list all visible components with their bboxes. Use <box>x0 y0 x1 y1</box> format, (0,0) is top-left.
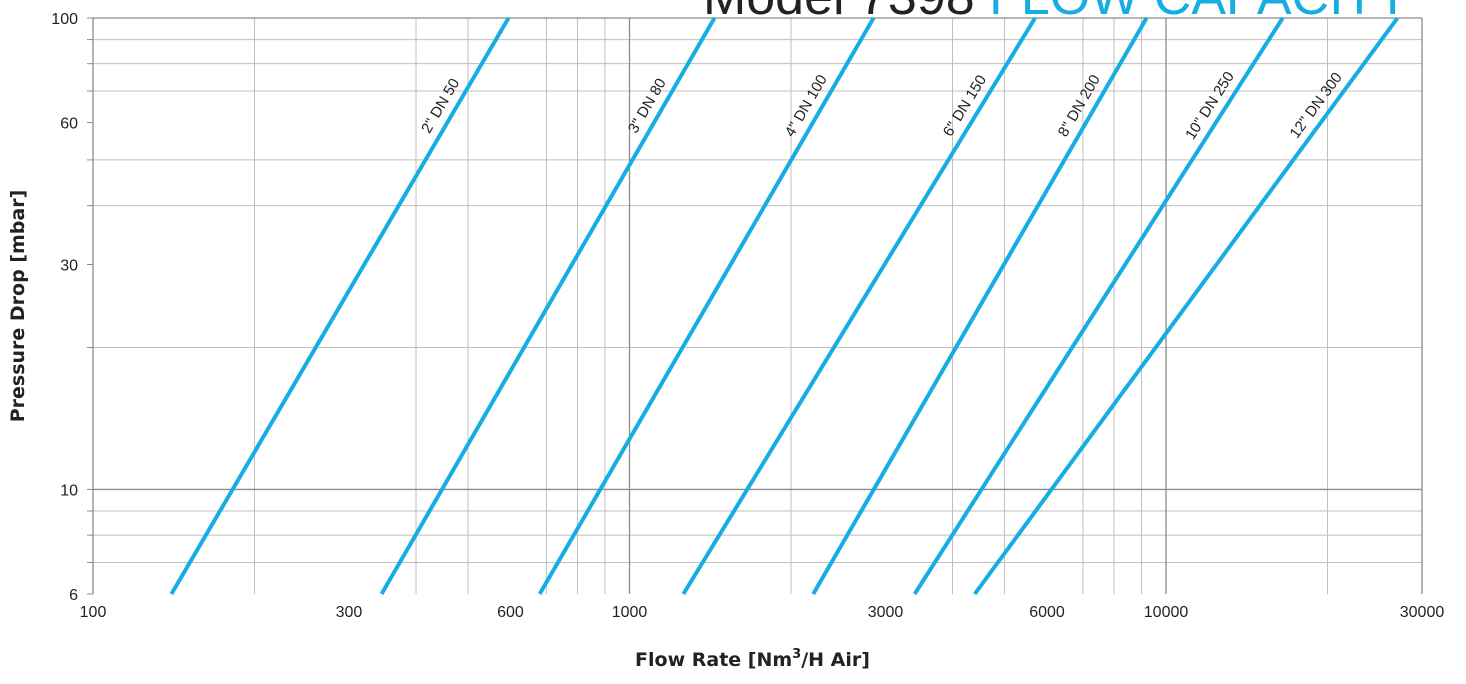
y-tick-label: 30 <box>60 257 78 274</box>
series-line-6 <box>912 16 1285 596</box>
series-line-3 <box>537 16 876 596</box>
title-model: Model 7398 <box>703 0 975 26</box>
series-line-2 <box>379 16 717 596</box>
x-axis-title-main: Flow Rate [Nm <box>635 649 792 671</box>
x-axis-title-superscript: 3 <box>792 647 801 662</box>
chart-title: Model 7398 FLOW CAPACITY <box>703 0 1410 26</box>
series-lines <box>169 16 1400 596</box>
x-tick-label: 1000 <box>612 604 648 621</box>
y-tick-label: 60 <box>60 116 78 133</box>
y-tick-label: 100 <box>51 11 78 28</box>
x-axis-title: Flow Rate [Nm3/H Air] <box>635 647 870 671</box>
x-tick-label: 6000 <box>1029 604 1065 621</box>
title-flow-capacity: FLOW CAPACITY <box>975 0 1410 26</box>
x-tick-labels: 100 300 600 1000 3000 6000 10000 30000 <box>80 604 1445 621</box>
y-tick-labels: 6 10 30 60 100 <box>51 11 78 604</box>
x-tick-label: 3000 <box>868 604 904 621</box>
x-tick-label: 10000 <box>1144 604 1189 621</box>
y-tick-label: 10 <box>60 482 78 499</box>
minor-gridlines <box>93 18 1422 594</box>
major-gridlines <box>93 17 1422 594</box>
series-line-1 <box>169 16 511 596</box>
x-axis-title-tail: /H Air] <box>801 649 870 671</box>
x-tick-label: 30000 <box>1400 604 1445 621</box>
x-tick-label: 100 <box>80 604 107 621</box>
x-tick-label: 300 <box>336 604 363 621</box>
x-tick-label: 600 <box>497 604 524 621</box>
y-axis-title: Pressure Drop [mbar] <box>7 190 29 423</box>
plot-frame <box>87 17 1423 595</box>
chart-title-text: Model 7398 FLOW CAPACITY <box>703 0 1410 26</box>
series-line-7 <box>973 16 1400 596</box>
series-line-4 <box>681 16 1037 596</box>
series-line-5 <box>811 16 1149 596</box>
series-labels: 2" DN 50 3" DN 80 4" DN 100 6" DN 150 8" DN … <box>418 69 1346 143</box>
y-tick-label: 6 <box>69 587 78 604</box>
